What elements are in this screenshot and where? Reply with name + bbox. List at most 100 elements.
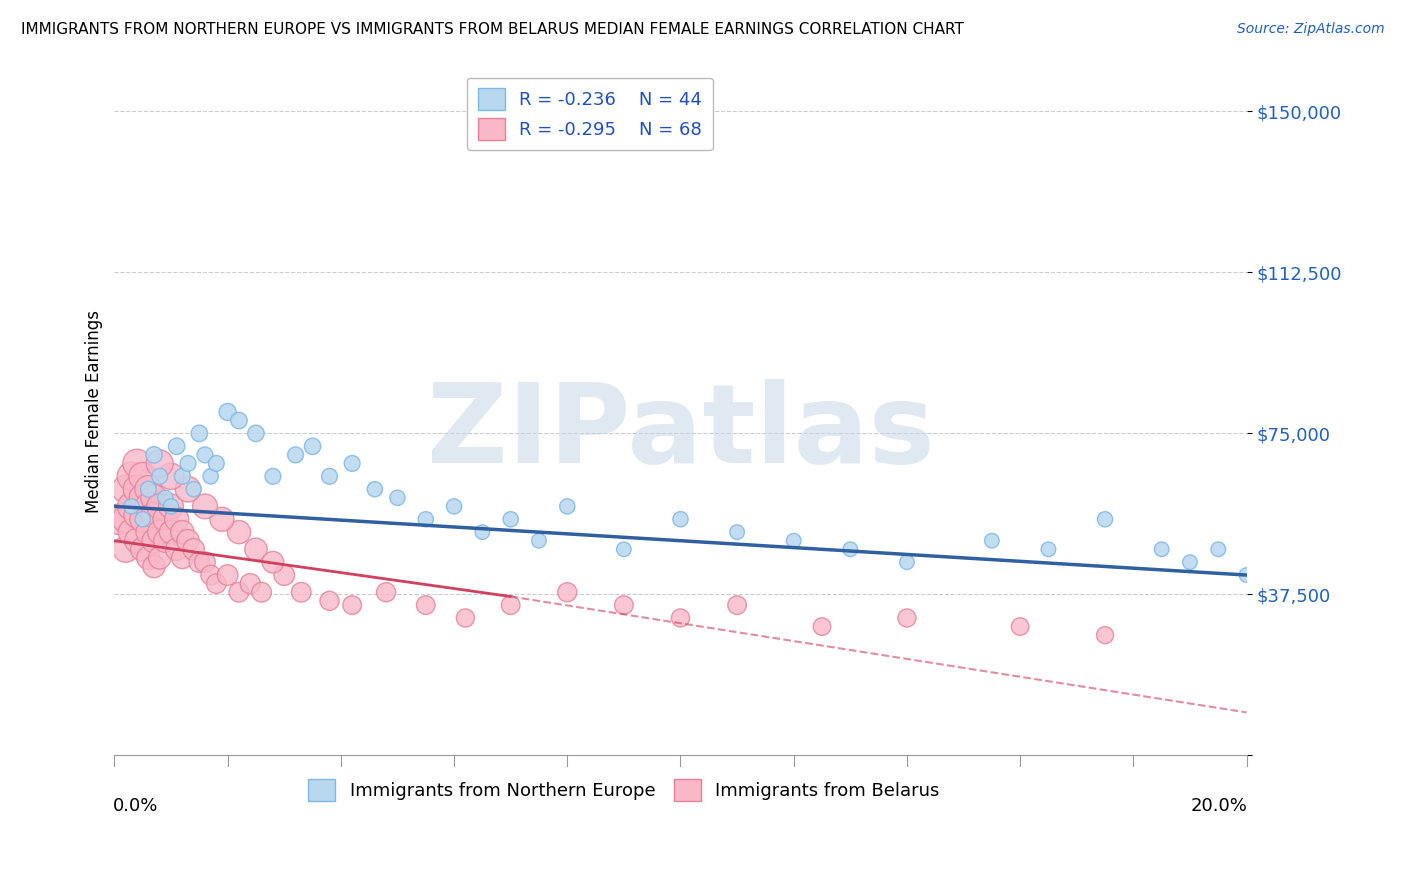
Point <box>177 457 200 471</box>
Point <box>138 550 160 565</box>
Point <box>108 512 131 526</box>
Point <box>149 500 172 514</box>
Text: 20.0%: 20.0% <box>1191 797 1247 814</box>
Y-axis label: Median Female Earnings: Median Female Earnings <box>86 310 103 514</box>
Point <box>188 426 211 441</box>
Point <box>415 512 437 526</box>
Point <box>160 469 183 483</box>
Point <box>262 555 284 569</box>
Point <box>143 508 166 522</box>
Point <box>211 512 233 526</box>
Point <box>132 512 155 526</box>
Point <box>149 525 172 540</box>
Point <box>340 598 363 612</box>
Text: IMMIGRANTS FROM NORTHERN EUROPE VS IMMIGRANTS FROM BELARUS MEDIAN FEMALE EARNING: IMMIGRANTS FROM NORTHERN EUROPE VS IMMIG… <box>21 22 965 37</box>
Point <box>1178 555 1201 569</box>
Point <box>200 469 222 483</box>
Point <box>177 482 200 496</box>
Point <box>340 457 363 471</box>
Point <box>471 525 494 540</box>
Point <box>375 585 398 599</box>
Point <box>114 542 136 557</box>
Point <box>194 555 217 569</box>
Point <box>318 594 340 608</box>
Point <box>172 469 194 483</box>
Point <box>166 542 188 557</box>
Point <box>318 469 340 483</box>
Point <box>284 448 307 462</box>
Point <box>132 469 155 483</box>
Point <box>725 598 748 612</box>
Point <box>205 576 228 591</box>
Text: ZIPatlas: ZIPatlas <box>426 379 935 486</box>
Point <box>125 482 148 496</box>
Point <box>155 533 177 548</box>
Point <box>262 469 284 483</box>
Point <box>217 568 239 582</box>
Point <box>138 525 160 540</box>
Point <box>290 585 312 599</box>
Point <box>454 611 477 625</box>
Point <box>120 500 142 514</box>
Point <box>143 448 166 462</box>
Point <box>149 550 172 565</box>
Point <box>172 525 194 540</box>
Point <box>194 448 217 462</box>
Point <box>120 525 142 540</box>
Point <box>143 491 166 505</box>
Point <box>188 555 211 569</box>
Point <box>125 508 148 522</box>
Point <box>443 500 465 514</box>
Point <box>839 542 862 557</box>
Point <box>415 598 437 612</box>
Point <box>499 512 522 526</box>
Point <box>499 598 522 612</box>
Point <box>228 525 250 540</box>
Point <box>239 576 262 591</box>
Point <box>217 405 239 419</box>
Point <box>160 500 183 514</box>
Point <box>132 491 155 505</box>
Point <box>125 457 148 471</box>
Point <box>250 585 273 599</box>
Point <box>228 585 250 599</box>
Point <box>138 500 160 514</box>
Point <box>896 555 918 569</box>
Point <box>669 611 692 625</box>
Point <box>200 568 222 582</box>
Point <box>273 568 295 582</box>
Point <box>725 525 748 540</box>
Point <box>114 482 136 496</box>
Point <box>364 482 387 496</box>
Point <box>149 457 172 471</box>
Point <box>132 512 155 526</box>
Point <box>811 619 834 633</box>
Point <box>669 512 692 526</box>
Point <box>155 491 177 505</box>
Text: 0.0%: 0.0% <box>114 797 159 814</box>
Text: Source: ZipAtlas.com: Source: ZipAtlas.com <box>1237 22 1385 37</box>
Point <box>205 457 228 471</box>
Point <box>160 500 183 514</box>
Point <box>166 439 188 453</box>
Legend: Immigrants from Northern Europe, Immigrants from Belarus: Immigrants from Northern Europe, Immigra… <box>301 772 946 808</box>
Point <box>1236 568 1258 582</box>
Point <box>160 525 183 540</box>
Point <box>245 426 267 441</box>
Point <box>980 533 1002 548</box>
Point <box>114 512 136 526</box>
Point <box>896 611 918 625</box>
Point <box>1038 542 1060 557</box>
Point <box>1094 512 1116 526</box>
Point <box>120 500 142 514</box>
Point <box>138 482 160 496</box>
Point <box>1010 619 1032 633</box>
Point <box>783 533 806 548</box>
Point <box>1094 628 1116 642</box>
Point <box>1150 542 1173 557</box>
Point <box>527 533 550 548</box>
Point <box>177 533 200 548</box>
Point <box>194 500 217 514</box>
Point <box>1206 542 1229 557</box>
Point <box>613 598 636 612</box>
